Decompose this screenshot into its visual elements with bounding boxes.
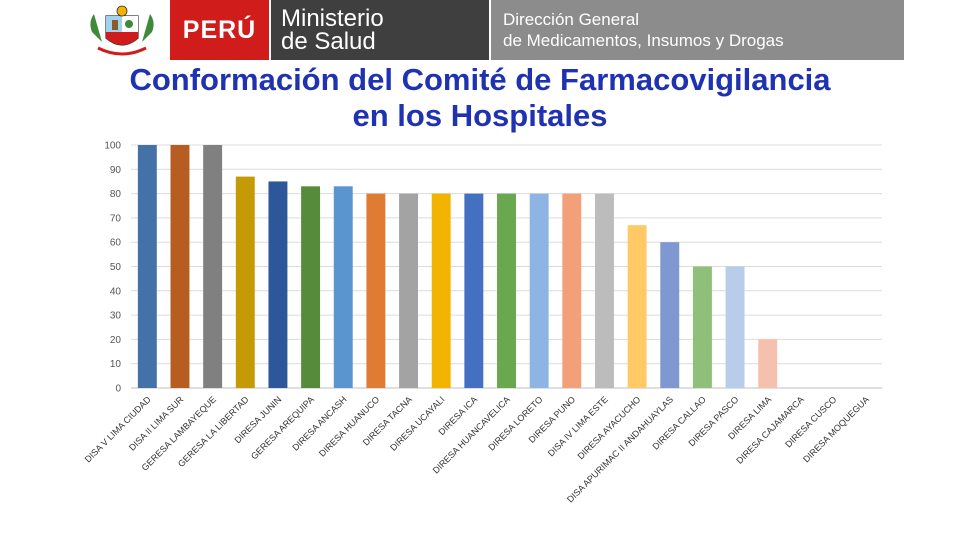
y-tick-label: 90	[110, 165, 122, 176]
title-line-1: Conformación del Comité de Farmacovigila…	[129, 62, 831, 97]
header-banner: PERÚ Ministerio de Salud Dirección Gener…	[0, 0, 960, 62]
page-title: Conformación del Comité de Farmacovigila…	[0, 62, 960, 134]
x-tick-label: DISA IV LIMA ESTE	[546, 394, 610, 458]
coat-of-arms-icon	[90, 5, 154, 56]
x-tick-label: DIRESA MOQUEGUA	[801, 394, 871, 464]
country-label: PERÚ	[182, 15, 257, 44]
bar	[268, 181, 288, 388]
direction-line-1: Dirección General	[503, 10, 640, 29]
y-tick-label: 10	[110, 359, 122, 370]
y-tick-label: 40	[110, 286, 122, 297]
y-tick-label: 0	[115, 384, 121, 395]
bar	[170, 145, 190, 388]
y-tick-label: 50	[110, 262, 122, 273]
ministry-line-2: de Salud	[281, 28, 376, 55]
y-tick-label: 20	[110, 335, 122, 346]
title-line-2: en los Hospitales	[352, 98, 608, 133]
bar	[627, 225, 647, 388]
bar	[529, 193, 549, 388]
bar	[660, 242, 680, 388]
bar	[562, 193, 582, 388]
bar	[725, 266, 745, 388]
y-tick-label: 80	[110, 189, 122, 200]
y-tick-label: 100	[104, 141, 121, 152]
x-tick-label: GERESA AREQUIPA	[249, 394, 316, 461]
bar	[366, 193, 386, 388]
y-tick-label: 60	[110, 238, 122, 249]
coat-of-arms-logo	[84, 2, 160, 62]
bar	[333, 186, 353, 388]
bar	[301, 186, 321, 388]
peru-logo-box: PERÚ	[170, 0, 269, 60]
bar	[137, 145, 157, 388]
bar	[203, 145, 223, 388]
bar	[594, 193, 614, 388]
bar	[399, 193, 419, 388]
ministry-logo-box: Ministerio de Salud	[271, 0, 489, 60]
bar	[497, 193, 516, 388]
y-tick-label: 70	[110, 213, 122, 224]
bar	[692, 266, 712, 388]
x-tick-label: DIRESA HUANUCO	[317, 394, 381, 458]
x-tick-label: DIRESA AYACUCHO	[576, 394, 643, 461]
direction-line-2: de Medicamentos, Insumos y Drogas	[503, 31, 784, 50]
bar	[431, 193, 451, 388]
y-tick-label: 30	[110, 311, 122, 322]
ministry-line-1: Ministerio	[281, 5, 384, 32]
bar	[235, 176, 255, 388]
bar	[464, 193, 484, 388]
bar	[758, 339, 778, 388]
direction-logo-box: Dirección General de Medicamentos, Insum…	[491, 0, 904, 60]
